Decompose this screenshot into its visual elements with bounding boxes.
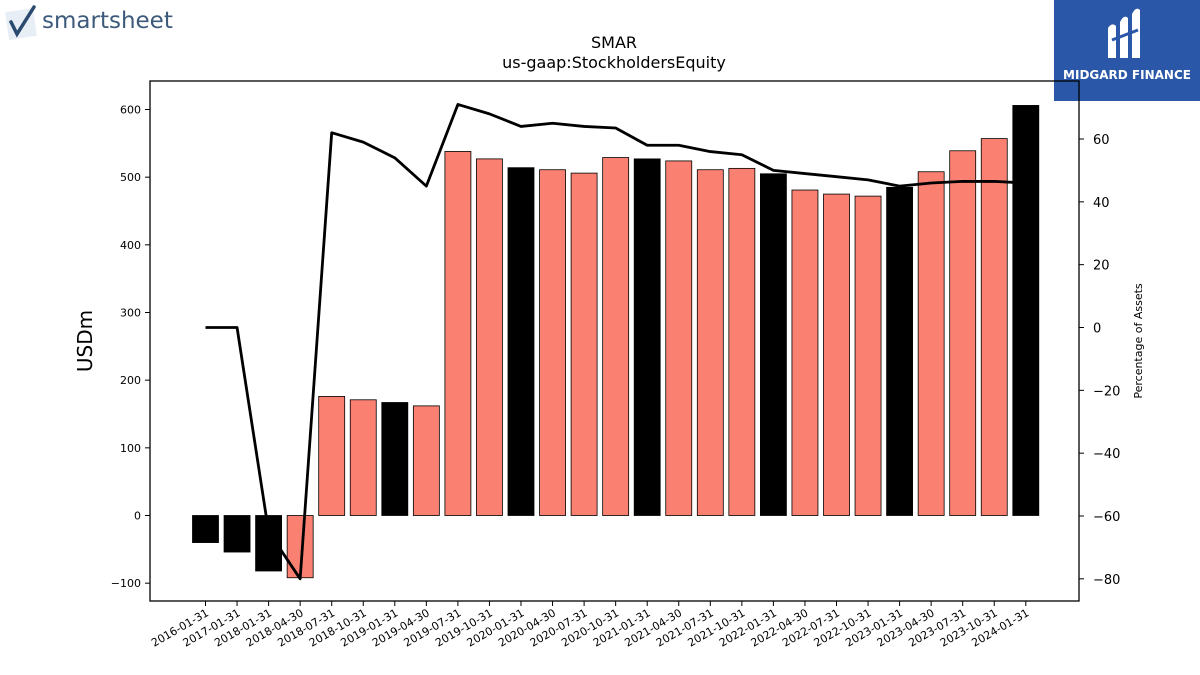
bar-2023-04-30 (918, 172, 944, 516)
y2-tick-label: −20 (1093, 384, 1120, 399)
y-tick-label: 100 (120, 442, 141, 455)
y2-tick-label: 40 (1093, 196, 1110, 211)
bar-2020-04-30 (540, 170, 566, 516)
y-tick-label: 400 (120, 239, 141, 252)
bar-2022-07-31 (824, 194, 850, 515)
chart-subtitle: us-gaap:StockholdersEquity (502, 53, 726, 72)
y-tick-label: 200 (120, 374, 141, 387)
bar-2019-01-31 (382, 402, 408, 515)
bar-2022-10-31 (855, 196, 881, 515)
y2-tick-label: −60 (1093, 510, 1120, 525)
x-axis: 2016-01-312017-01-312018-01-312018-04-30… (149, 601, 1031, 650)
y-tick-label: 300 (120, 307, 141, 320)
y-tick-label: −100 (111, 577, 141, 590)
bar-2021-10-31 (729, 168, 755, 515)
bar-series (193, 105, 1039, 577)
bar-2024-01-31 (1013, 105, 1039, 515)
bar-2016-01-31 (193, 516, 219, 543)
y2-tick-label: 0 (1093, 322, 1101, 337)
bar-2019-10-31 (476, 159, 502, 516)
y2-tick-label: −80 (1093, 573, 1120, 588)
bar-2022-04-30 (792, 190, 818, 515)
y-tick-label: 500 (120, 171, 141, 184)
chart-title: SMAR (591, 33, 637, 52)
bar-2017-01-31 (224, 516, 250, 553)
bar-2018-07-31 (319, 396, 345, 515)
bar-2023-10-31 (981, 139, 1007, 516)
y-axis-label: USDm (73, 310, 97, 372)
y-tick-label: 0 (134, 510, 141, 523)
bar-2023-01-31 (887, 187, 913, 515)
bar-2023-07-31 (950, 151, 976, 516)
y2-tick-label: 20 (1093, 259, 1110, 274)
bar-2020-07-31 (571, 173, 597, 515)
bar-2020-01-31 (508, 168, 534, 516)
y2-tick-label: −40 (1093, 447, 1120, 462)
y2-axis-label: Percentage of Assets (1132, 283, 1145, 399)
stockholders-equity-chart: SMAR us-gaap:StockholdersEquity −100 0 100… (0, 0, 1200, 675)
y-tick-label: 600 (120, 104, 141, 117)
bar-2021-07-31 (697, 170, 723, 516)
bar-2021-01-31 (634, 159, 660, 516)
left-y-axis: −100 0 100 200 300 400 500 600 (111, 104, 150, 591)
bar-2022-01-31 (760, 174, 786, 516)
bar-2019-04-30 (413, 406, 439, 516)
bar-2019-07-31 (445, 151, 471, 515)
y2-tick-label: 60 (1093, 133, 1110, 148)
bar-2020-10-31 (603, 158, 629, 516)
bar-2018-10-31 (350, 400, 376, 516)
right-y-axis: −80 −60 −40 −20 0 20 40 60 (1079, 133, 1120, 588)
bar-2021-04-30 (666, 161, 692, 516)
